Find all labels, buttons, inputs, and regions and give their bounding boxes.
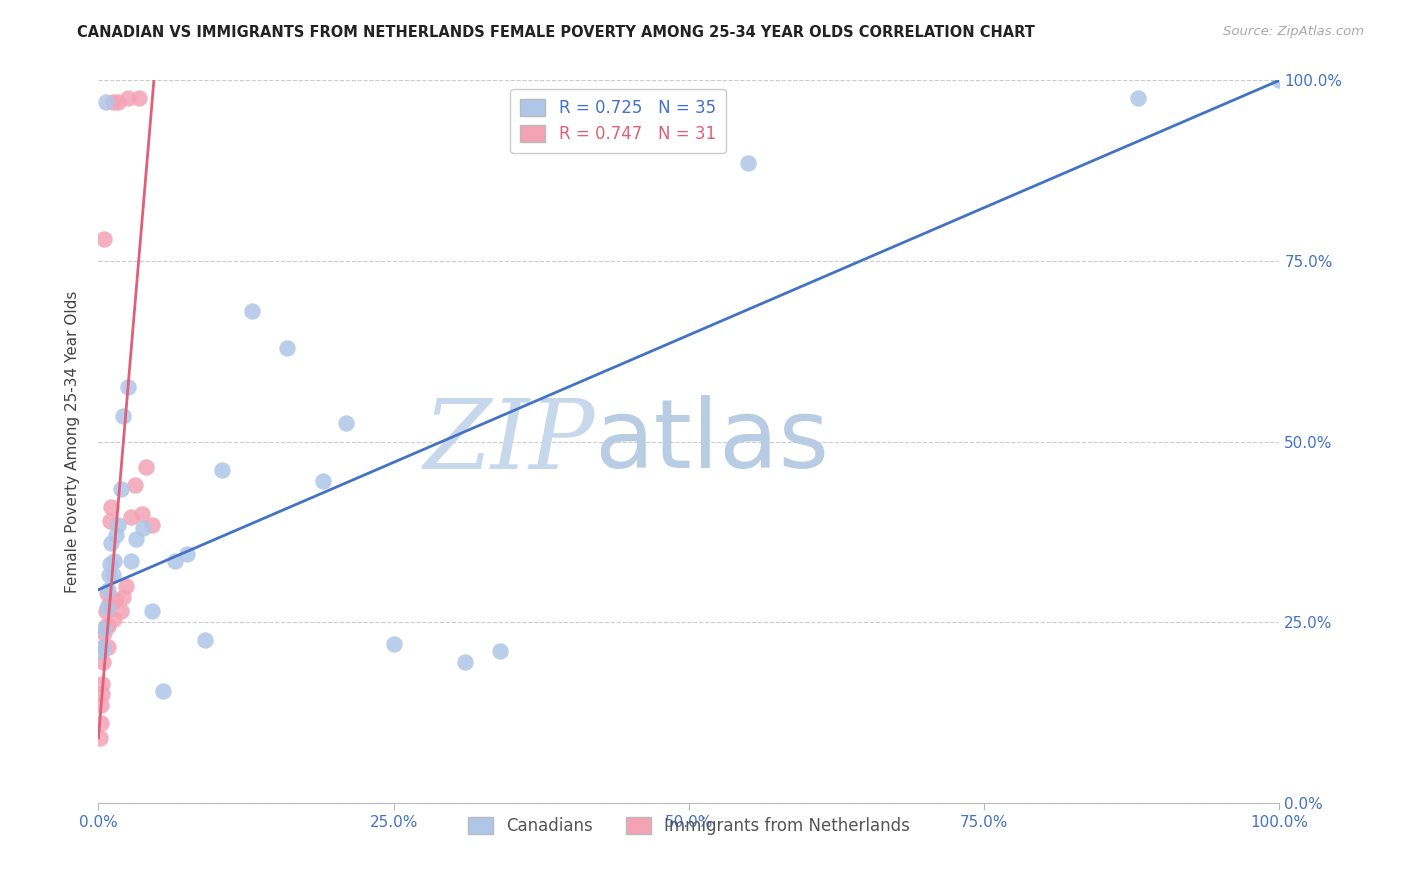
Point xyxy=(117,380,139,394)
Point xyxy=(112,590,135,604)
Point xyxy=(114,579,136,593)
Point xyxy=(107,517,129,532)
Point xyxy=(91,640,114,655)
Point xyxy=(211,463,233,477)
Point xyxy=(100,535,122,549)
Point xyxy=(382,637,405,651)
Point xyxy=(131,507,153,521)
Point xyxy=(98,514,121,528)
Point xyxy=(453,655,475,669)
Y-axis label: Female Poverty Among 25-34 Year Olds: Female Poverty Among 25-34 Year Olds xyxy=(65,291,80,592)
Point xyxy=(98,597,121,611)
Point xyxy=(125,532,148,546)
Point xyxy=(97,582,120,597)
Point xyxy=(103,554,125,568)
Point xyxy=(121,554,143,568)
Point xyxy=(110,482,132,496)
Point xyxy=(105,593,128,607)
Point xyxy=(240,304,263,318)
Text: CANADIAN VS IMMIGRANTS FROM NETHERLANDS FEMALE POVERTY AMONG 25-34 YEAR OLDS COR: CANADIAN VS IMMIGRANTS FROM NETHERLANDS … xyxy=(77,25,1035,40)
Point xyxy=(737,156,759,170)
Point xyxy=(98,558,121,572)
Point xyxy=(176,547,198,561)
Point xyxy=(105,528,128,542)
Point xyxy=(194,633,217,648)
Point xyxy=(94,95,117,109)
Point xyxy=(489,644,512,658)
Point xyxy=(96,600,118,615)
Point xyxy=(107,95,129,109)
Point xyxy=(112,409,135,424)
Point xyxy=(1126,91,1149,105)
Point xyxy=(90,716,112,731)
Point xyxy=(93,626,115,640)
Point xyxy=(335,417,357,431)
Point xyxy=(121,510,143,524)
Point xyxy=(91,676,114,690)
Point xyxy=(91,640,114,655)
Point xyxy=(110,604,132,618)
Point xyxy=(97,640,120,655)
Point xyxy=(100,500,122,514)
Point xyxy=(90,698,112,713)
Point xyxy=(152,683,174,698)
Point xyxy=(98,568,121,582)
Point xyxy=(135,459,157,474)
Point xyxy=(128,91,150,105)
Point xyxy=(91,687,114,701)
Point xyxy=(1268,73,1291,87)
Text: atlas: atlas xyxy=(595,395,830,488)
Text: Source: ZipAtlas.com: Source: ZipAtlas.com xyxy=(1223,25,1364,38)
Point xyxy=(94,619,117,633)
Point xyxy=(141,604,163,618)
Point xyxy=(276,341,298,355)
Point xyxy=(94,604,117,618)
Point xyxy=(93,623,115,637)
Point xyxy=(101,568,124,582)
Point xyxy=(165,554,187,568)
Legend: Canadians, Immigrants from Netherlands: Canadians, Immigrants from Netherlands xyxy=(461,810,917,841)
Point xyxy=(103,611,125,625)
Point xyxy=(132,521,155,535)
Point xyxy=(141,517,163,532)
Point xyxy=(96,586,118,600)
Point xyxy=(124,478,146,492)
Point xyxy=(117,91,139,105)
Point xyxy=(89,731,111,745)
Text: ZIP: ZIP xyxy=(423,394,595,489)
Point xyxy=(312,475,335,489)
Point xyxy=(91,644,114,658)
Point xyxy=(93,232,115,246)
Point xyxy=(101,95,124,109)
Point xyxy=(97,619,120,633)
Point xyxy=(91,655,114,669)
